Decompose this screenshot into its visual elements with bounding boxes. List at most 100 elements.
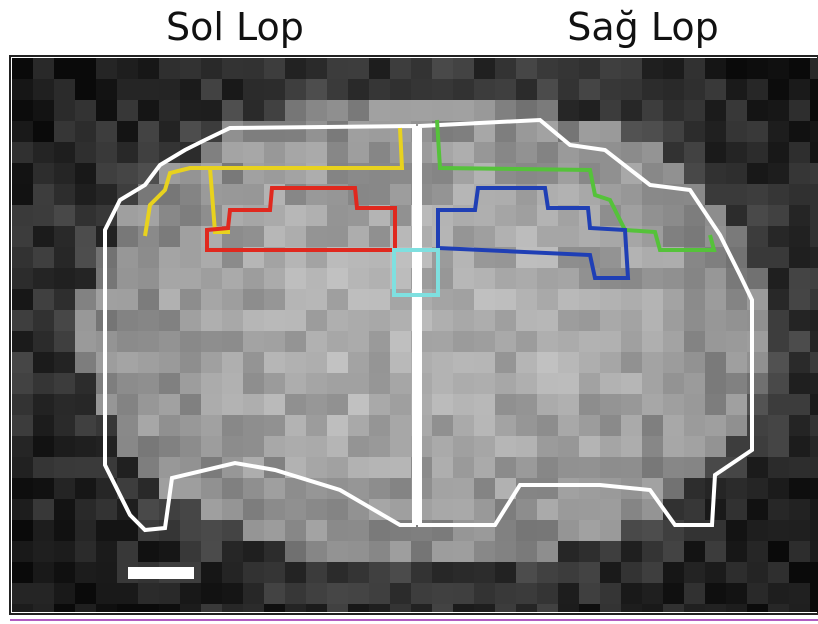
pixel (537, 541, 558, 562)
pixel (390, 100, 411, 121)
pixel (348, 520, 369, 541)
pixel (348, 415, 369, 436)
pixel (474, 415, 495, 436)
pixel (663, 541, 684, 562)
pixel (138, 142, 159, 163)
pixel (768, 583, 789, 604)
pixel (222, 478, 243, 499)
pixel (621, 289, 642, 310)
pixel (768, 226, 789, 247)
pixel (684, 436, 705, 457)
pixel (621, 310, 642, 331)
pixel (810, 331, 818, 352)
pixel (285, 79, 306, 100)
pixel (390, 331, 411, 352)
pixel (537, 604, 558, 612)
pixel (390, 58, 411, 79)
pixel (327, 604, 348, 612)
pixel (348, 79, 369, 100)
pixel (789, 394, 810, 415)
pixel (138, 583, 159, 604)
pixel (180, 520, 201, 541)
pixel (117, 520, 138, 541)
pixel (117, 436, 138, 457)
pixel (285, 562, 306, 583)
pixel (390, 352, 411, 373)
pixel (54, 352, 75, 373)
pixel (516, 562, 537, 583)
pixel (180, 310, 201, 331)
pixel (474, 100, 495, 121)
pixel (222, 562, 243, 583)
pixel (663, 373, 684, 394)
pixel (537, 436, 558, 457)
pixel (75, 142, 96, 163)
pixel (327, 205, 348, 226)
pixel (222, 457, 243, 478)
pixel (495, 373, 516, 394)
pixel (12, 58, 33, 79)
pixel (453, 163, 474, 184)
pixel (264, 58, 285, 79)
pixel (390, 478, 411, 499)
pixel (138, 226, 159, 247)
pixel (411, 604, 432, 612)
pixel (663, 415, 684, 436)
pixel (579, 436, 600, 457)
pixel (117, 247, 138, 268)
pixel (810, 499, 818, 520)
pixel (222, 499, 243, 520)
pixel (306, 415, 327, 436)
pixel (600, 604, 621, 612)
pixel (33, 268, 54, 289)
pixel (747, 121, 768, 142)
pixel (579, 289, 600, 310)
pixel (243, 79, 264, 100)
pixel (789, 352, 810, 373)
pixel (264, 373, 285, 394)
pixel (516, 541, 537, 562)
pixel (537, 373, 558, 394)
pixel (495, 121, 516, 142)
pixel (390, 310, 411, 331)
pixel (789, 205, 810, 226)
pixel (264, 583, 285, 604)
pixel (768, 352, 789, 373)
pixel (201, 499, 222, 520)
pixel (537, 226, 558, 247)
pixel (579, 100, 600, 121)
pixel (138, 268, 159, 289)
pixel (453, 58, 474, 79)
pixel (96, 499, 117, 520)
pixel (33, 247, 54, 268)
pixel (768, 100, 789, 121)
pixel (495, 541, 516, 562)
pixel (117, 226, 138, 247)
pixel (33, 163, 54, 184)
pixel (243, 289, 264, 310)
pixel (516, 142, 537, 163)
pixel (663, 100, 684, 121)
pixel (432, 373, 453, 394)
pixel (495, 310, 516, 331)
pixel (768, 289, 789, 310)
pixel (12, 541, 33, 562)
pixel (96, 562, 117, 583)
pixel (558, 226, 579, 247)
pixel (621, 352, 642, 373)
pixel (201, 415, 222, 436)
pixel (222, 268, 243, 289)
pixel (348, 583, 369, 604)
pixel (537, 58, 558, 79)
pixel (432, 436, 453, 457)
pixel (705, 58, 726, 79)
pixel (138, 604, 159, 612)
pixel (558, 268, 579, 289)
pixel (663, 457, 684, 478)
pixel (810, 562, 818, 583)
pixel (201, 394, 222, 415)
pixel (495, 142, 516, 163)
pixel (54, 541, 75, 562)
pixel (327, 310, 348, 331)
pixel (180, 478, 201, 499)
